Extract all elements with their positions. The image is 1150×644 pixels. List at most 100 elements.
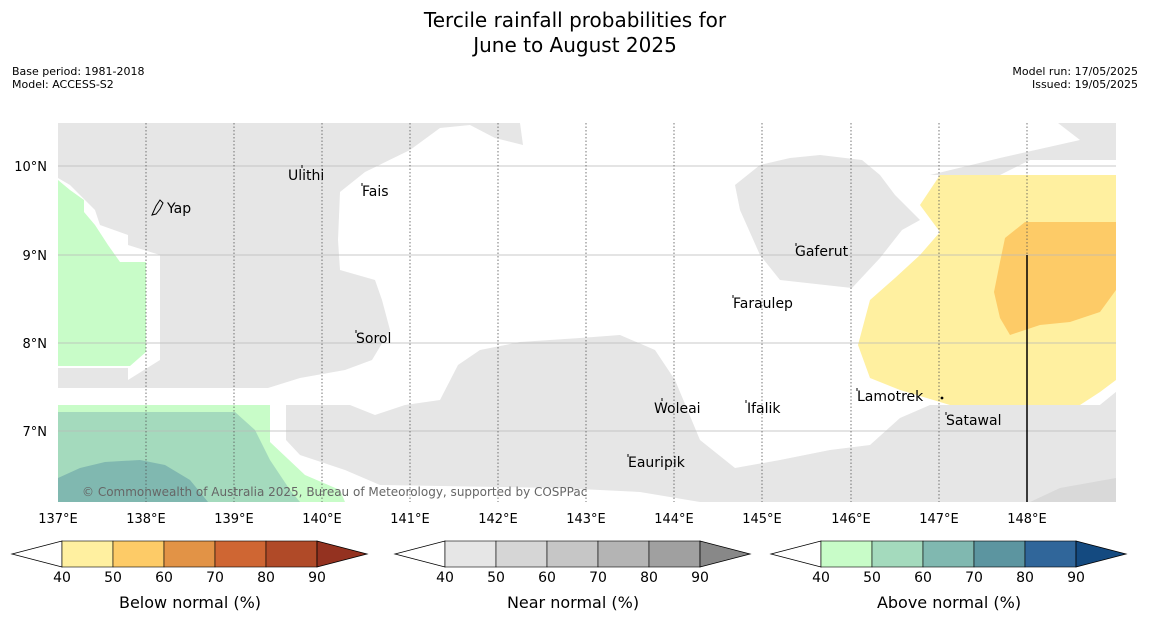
colorbar-segment	[546, 540, 599, 568]
lat-label: 8°N	[23, 337, 48, 352]
lon-label: 146°E	[831, 512, 871, 527]
colorbar-label-above-normal: Above normal (%)	[876, 593, 1022, 612]
yap-island-outline	[151, 199, 164, 216]
colorbar-segment	[1024, 540, 1077, 568]
place-labels: Yap Ulithi Fais Gaferut Faraulep Sorol L…	[166, 168, 1001, 471]
near-normal-region-east-edge	[1100, 392, 1116, 420]
colorbar-above-normal: 40 50 60 70 80 90	[769, 540, 1128, 586]
colorbar-tick-label: 60	[155, 570, 173, 586]
place-lamotrek: Lamotrek	[857, 389, 924, 405]
colorbar-tick-label: 50	[487, 570, 505, 586]
near-normal-region-north-east	[735, 123, 1116, 288]
colorbar-label-below-normal: Below normal (%)	[118, 593, 262, 612]
lon-label: 145°E	[742, 512, 782, 527]
place-satawal: Satawal	[946, 413, 1001, 429]
lon-label: 142°E	[478, 512, 518, 527]
colorbar-segment	[597, 540, 650, 568]
meta-right: Model run: 17/05/2025 Issued: 19/05/2025	[1012, 65, 1138, 91]
map-title: Tercile rainfall probabilities for June …	[0, 8, 1150, 58]
colorbar-segment	[444, 540, 497, 568]
colorbar-under-extension	[769, 540, 822, 568]
below-normal-region-50	[994, 222, 1116, 335]
lat-label: 10°N	[14, 160, 47, 175]
longitude-axis-labels: 137°E 138°E 139°E 140°E 141°E 142°E 143°…	[38, 512, 1047, 527]
colorbar-label-near-normal: Near normal (%)	[506, 593, 640, 612]
colorbars: 40 50 60 70 80 90 40 50 60 70 80 90 40 50 60 70 80 90	[10, 540, 1128, 586]
colorbar-tick-label: 80	[640, 570, 658, 586]
lon-label: 147°E	[919, 512, 959, 527]
colorbar-tick-label: 90	[691, 570, 709, 586]
place-sorol: Sorol	[356, 331, 391, 347]
colorbar-segment	[163, 540, 216, 568]
place-woleai: Woleai	[654, 401, 701, 417]
colorbar-tick-label: 70	[965, 570, 983, 586]
near-normal-darker-patch	[1030, 478, 1116, 502]
colorbar-tick-label: 60	[914, 570, 932, 586]
colorbar-tick-label: 80	[257, 570, 275, 586]
colorbar-segment	[265, 540, 318, 568]
model-run: Model run: 17/05/2025	[1012, 65, 1138, 78]
place-eauripik: Eauripik	[628, 455, 686, 471]
lon-label: 139°E	[214, 512, 254, 527]
colorbar-segment	[922, 540, 975, 568]
colorbar-tick-label: 40	[53, 570, 71, 586]
colorbar-tick-label: 60	[538, 570, 556, 586]
lon-label: 148°E	[1007, 512, 1047, 527]
colorbar-tick-label: 50	[863, 570, 881, 586]
copyright-notice: © Commonwealth of Australia 2025, Bureau…	[82, 485, 587, 499]
above-normal-region-west	[58, 180, 146, 366]
lon-label: 143°E	[566, 512, 606, 527]
small-island-dot	[940, 396, 944, 400]
colorbar-segment	[973, 540, 1026, 568]
near-normal-region-west	[58, 123, 523, 388]
lon-label: 141°E	[390, 512, 430, 527]
lat-label: 7°N	[23, 425, 48, 440]
colorbar-segment	[112, 540, 165, 568]
colorbar-segment	[214, 540, 267, 568]
colorbar-under-extension	[393, 540, 446, 568]
colorbar-segment	[871, 540, 924, 568]
title-line-1: Tercile rainfall probabilities for	[423, 8, 727, 32]
island-marks	[151, 165, 947, 457]
colorbar-segment	[495, 540, 548, 568]
colorbar-tick-label: 70	[206, 570, 224, 586]
near-normal-island-patch	[418, 435, 456, 455]
lon-label: 144°E	[654, 512, 694, 527]
place-gaferut: Gaferut	[795, 244, 849, 260]
meta-left: Base period: 1981-2018 Model: ACCESS-S2	[12, 65, 144, 91]
place-ulithi: Ulithi	[288, 168, 324, 184]
above-normal-region-south-60	[58, 460, 208, 502]
base-period: Base period: 1981-2018	[12, 65, 145, 78]
colorbar-tick-label: 70	[589, 570, 607, 586]
colorbar-over-extension	[316, 540, 369, 568]
colorbar-over-extension	[699, 540, 752, 568]
place-faraulep: Faraulep	[733, 296, 793, 312]
lon-label: 140°E	[302, 512, 342, 527]
colorbar-over-extension	[1075, 540, 1128, 568]
colorbar-segment	[61, 540, 114, 568]
colorbar-tick-label: 40	[436, 570, 454, 586]
colorbar-segment	[820, 540, 873, 568]
colorbar-tick-label: 90	[1067, 570, 1085, 586]
lat-label: 9°N	[23, 249, 48, 264]
colorbar-tick-label: 80	[1016, 570, 1034, 586]
title-line-2: June to August 2025	[473, 33, 677, 57]
lon-label: 137°E	[38, 512, 78, 527]
place-fais: Fais	[362, 184, 389, 200]
map-area: Yap Ulithi Fais Gaferut Faraulep Sorol L…	[58, 123, 1116, 502]
colorbar-tick-label: 50	[104, 570, 122, 586]
colorbar-segment	[648, 540, 701, 568]
colorbar-tick-label: 40	[812, 570, 830, 586]
issued-date: Issued: 19/05/2025	[1031, 78, 1138, 91]
colorbar-tick-label: 90	[308, 570, 326, 586]
lon-label: 138°E	[126, 512, 166, 527]
colorbar-under-extension	[10, 540, 63, 568]
colorbar-near-normal: 40 50 60 70 80 90	[393, 540, 752, 586]
place-ifalik: Ifalik	[747, 401, 781, 417]
near-normal-region-south	[286, 335, 1116, 502]
place-yap: Yap	[166, 201, 191, 217]
colorbar-below-normal: 40 50 60 70 80 90	[10, 540, 369, 586]
model-name: Model: ACCESS-S2	[12, 78, 114, 91]
latitude-axis-labels: 10°N 9°N 8°N 7°N	[14, 160, 47, 440]
